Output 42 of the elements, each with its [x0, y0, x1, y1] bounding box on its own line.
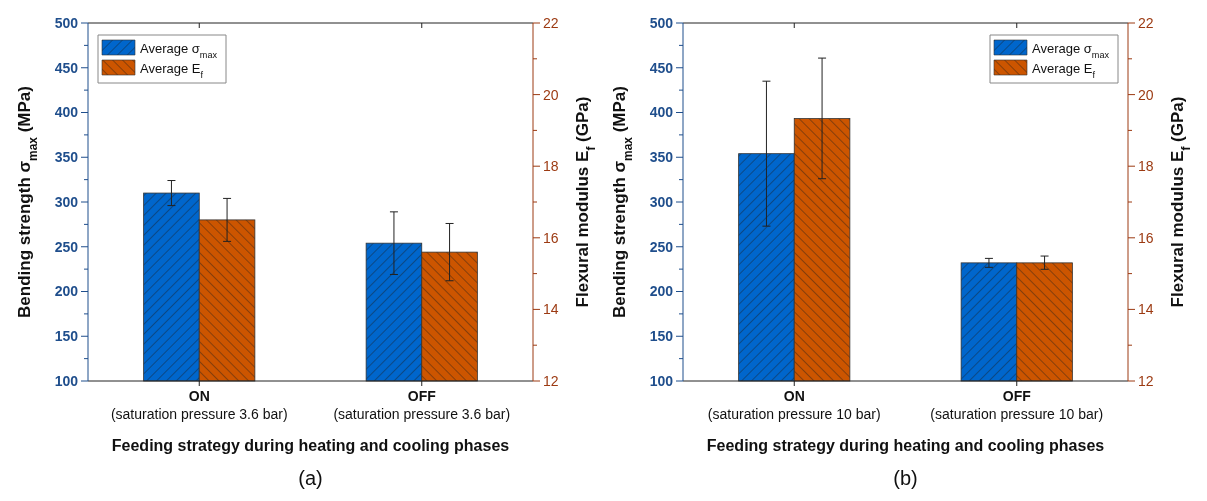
y-tick-label: 350 — [54, 149, 79, 166]
y-tick-label: 500 — [54, 14, 79, 31]
legend-label: Average σ$_{max}$ — [1032, 40, 1110, 60]
legend-label: Average σ$_{max}$ — [140, 40, 218, 60]
y-tick-label: 350 — [649, 149, 674, 166]
y-tick-label: 450 — [649, 59, 674, 76]
y2-tick-label: 22 — [543, 14, 559, 31]
x-tick-label: ON (saturation pressure 3.6 bar) — [110, 388, 288, 422]
x-tick-label: OFF (saturation pressure 10 bar) — [930, 388, 1104, 422]
y-tick-label: 200 — [54, 283, 79, 300]
text: (b) — [893, 467, 918, 489]
x-tick-label: ON (saturation pressure 10 bar) — [707, 388, 881, 422]
y2-tick-label: 12 — [1138, 372, 1154, 389]
legend-label: Average E$_{f}$ — [1032, 60, 1096, 80]
y-tick-label: 300 — [649, 193, 674, 210]
x-axis-title: Feeding strategy during heating and cooling phases — [706, 437, 1105, 454]
x-axis-title: Feeding strategy during heating and cooling phases — [111, 437, 510, 454]
y2-tick-label: 14 — [543, 301, 559, 318]
y-tick-label: 250 — [649, 238, 674, 255]
y-tick-label: 100 — [649, 372, 674, 389]
y-tick-label: 500 — [649, 14, 674, 31]
y-tick-label: 450 — [54, 59, 79, 76]
y2-tick-label: 16 — [1138, 229, 1154, 246]
y2-tick-label: 20 — [543, 86, 559, 103]
y-tick-label: 150 — [649, 328, 674, 345]
y-tick-label: 200 — [649, 283, 674, 300]
y-tick-label: 400 — [649, 104, 674, 121]
text: (a) — [298, 467, 323, 489]
y-tick-label: 300 — [54, 193, 79, 210]
legend-label: Average E$_{f}$ — [140, 60, 204, 80]
y2-tick-label: 14 — [1138, 301, 1154, 318]
y2-tick-label: 12 — [543, 372, 559, 389]
y2-tick-label: 18 — [543, 158, 559, 175]
y2-tick-label: 20 — [1138, 86, 1154, 103]
y2-tick-label: 16 — [543, 229, 559, 246]
y2-tick-label: 22 — [1138, 14, 1154, 31]
y-tick-label: 400 — [54, 104, 79, 121]
x-tick-label: OFF (saturation pressure 3.6 bar) — [333, 388, 511, 422]
y-tick-label: 150 — [54, 328, 79, 345]
y-tick-label: 250 — [54, 238, 79, 255]
y-tick-label: 100 — [54, 372, 79, 389]
y2-tick-label: 18 — [1138, 158, 1154, 175]
